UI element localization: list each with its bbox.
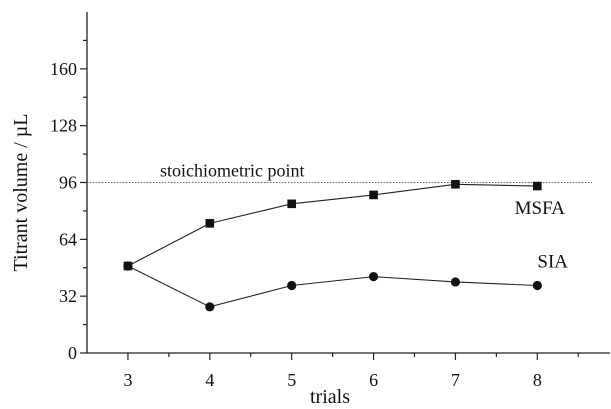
series-line-msfa bbox=[127, 183, 538, 267]
reference-line-group: stoichiometric point bbox=[87, 161, 592, 183]
data-point-circle bbox=[368, 272, 379, 282]
series-sia: SIA bbox=[123, 252, 568, 312]
data-point-square bbox=[369, 190, 378, 200]
data-point-square bbox=[533, 181, 542, 191]
series-group: MSFA SIA bbox=[123, 179, 568, 312]
data-point-square bbox=[451, 179, 460, 189]
series-line-sia bbox=[127, 265, 538, 308]
reference-line-label: stoichiometric point bbox=[160, 161, 304, 181]
data-point-circle bbox=[287, 280, 297, 291]
x-tick-label: 7 bbox=[451, 370, 460, 390]
x-tick-label: 6 bbox=[369, 370, 378, 390]
y-axis-title: Titrant volume / µL bbox=[10, 113, 32, 271]
series-label: MSFA bbox=[515, 198, 566, 219]
data-point-circle bbox=[450, 277, 461, 287]
y-tick-label: 0 bbox=[68, 343, 77, 363]
y-tick-label: 160 bbox=[50, 59, 77, 79]
data-point-circle bbox=[205, 302, 215, 312]
y-tick-label: 128 bbox=[50, 116, 77, 136]
series-msfa: MSFA bbox=[123, 179, 566, 271]
x-ticks: 3 4 5 6 7 8 bbox=[123, 353, 579, 390]
y-ticks: 0 32 64 96 128 160 bbox=[50, 39, 87, 363]
data-point-square bbox=[205, 219, 215, 228]
y-tick-label: 64 bbox=[59, 229, 77, 249]
x-axis-title: trials bbox=[310, 386, 350, 408]
series-label: SIA bbox=[537, 252, 568, 273]
x-tick-label: 4 bbox=[205, 370, 214, 390]
data-point-circle bbox=[123, 261, 133, 271]
x-tick-label: 3 bbox=[123, 370, 132, 390]
data-point-circle bbox=[532, 280, 542, 291]
data-point-square bbox=[287, 199, 296, 209]
y-tick-label: 32 bbox=[59, 286, 77, 306]
x-tick-label: 5 bbox=[287, 370, 296, 390]
y-tick-label: 96 bbox=[59, 173, 77, 193]
x-tick-label: 8 bbox=[533, 370, 542, 390]
